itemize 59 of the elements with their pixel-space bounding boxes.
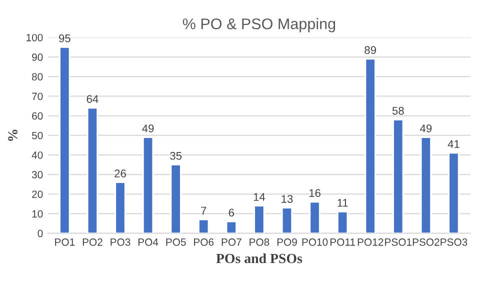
x-tick-label: PSO2 bbox=[412, 238, 440, 246]
y-tick-label: 100 bbox=[26, 34, 43, 42]
data-label: 16 bbox=[309, 189, 320, 197]
bar bbox=[309, 201, 320, 234]
data-label: 64 bbox=[86, 95, 98, 103]
data-label: 49 bbox=[142, 124, 154, 132]
x-tick-label: PO10 bbox=[302, 238, 328, 246]
chart-title: % PO & PSO Mapping bbox=[182, 18, 336, 32]
data-label: 7 bbox=[201, 206, 206, 214]
bar bbox=[170, 164, 182, 234]
x-tick-label: PO1 bbox=[55, 238, 75, 246]
x-tick-label: PO4 bbox=[138, 238, 158, 246]
x-axis-title: POs and PSOs bbox=[216, 253, 302, 264]
y-tick-label: 60 bbox=[32, 112, 43, 120]
bar bbox=[254, 205, 265, 234]
bar bbox=[448, 152, 460, 234]
data-label: 49 bbox=[420, 124, 432, 132]
bar bbox=[59, 46, 70, 234]
bar bbox=[281, 207, 293, 234]
data-label: 89 bbox=[364, 46, 376, 54]
y-tick-label: 20 bbox=[32, 190, 43, 198]
data-label: 6 bbox=[228, 208, 234, 217]
y-tick-label: 80 bbox=[32, 73, 43, 80]
bar bbox=[420, 136, 432, 234]
x-tick-label: PO3 bbox=[110, 238, 130, 246]
bar bbox=[226, 220, 237, 234]
y-tick-label: 50 bbox=[32, 132, 43, 140]
y-tick-label: 40 bbox=[32, 151, 43, 159]
y-tick-label: 90 bbox=[32, 54, 43, 61]
data-label: 35 bbox=[170, 152, 182, 160]
y-tick-label: 70 bbox=[32, 92, 43, 100]
data-label: 26 bbox=[114, 170, 126, 178]
y-tick-label: 0 bbox=[38, 230, 43, 238]
y-axis-title: % bbox=[8, 130, 18, 141]
bar bbox=[86, 107, 98, 234]
data-label: 41 bbox=[448, 140, 460, 148]
bar bbox=[198, 218, 210, 234]
y-tick-label: 30 bbox=[32, 171, 43, 178]
data-label: 11 bbox=[338, 199, 348, 207]
bar bbox=[142, 136, 154, 234]
x-tick-label: PO5 bbox=[166, 238, 186, 246]
data-label: 95 bbox=[59, 34, 70, 42]
x-tick-label: PO7 bbox=[222, 238, 242, 246]
y-tick-label: 10 bbox=[32, 210, 43, 218]
bar bbox=[392, 119, 404, 234]
bar bbox=[114, 182, 126, 234]
x-tick-label: PO8 bbox=[250, 238, 270, 246]
x-tick-label: PO6 bbox=[194, 238, 214, 246]
data-label: 58 bbox=[392, 106, 404, 115]
data-label: 14 bbox=[254, 193, 266, 201]
bar bbox=[337, 211, 348, 234]
x-tick-label: PO2 bbox=[82, 238, 102, 246]
x-tick-label: PSO3 bbox=[440, 238, 468, 246]
bar bbox=[364, 58, 376, 234]
x-tick-label: PSO1 bbox=[385, 238, 412, 246]
x-tick-label: PO9 bbox=[277, 238, 297, 246]
x-tick-label: PO11 bbox=[330, 238, 355, 246]
data-label: 13 bbox=[282, 194, 293, 203]
x-tick-label: PO12 bbox=[358, 238, 384, 246]
